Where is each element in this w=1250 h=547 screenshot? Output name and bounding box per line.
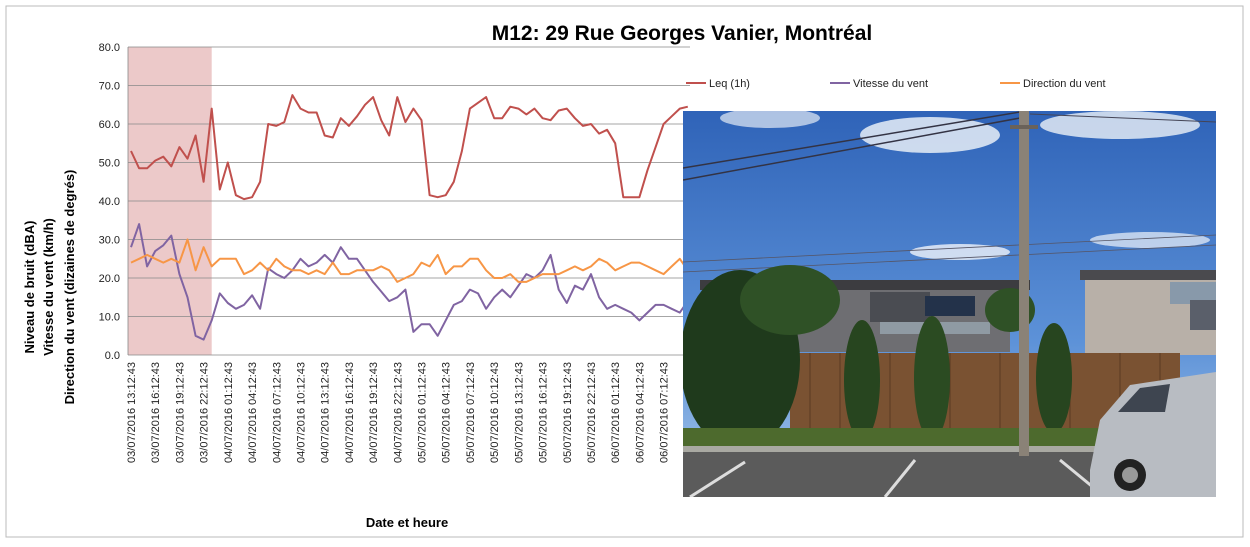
x-tick-label: 03/07/2016 19:12:43 [174,362,186,463]
axes: 0.0 10.0 20.0 30.0 40.0 50.0 60.0 70.0 80.0 03/07… [99,42,671,463]
x-tick-label: 04/07/2016 22:12:43 [392,362,404,463]
y-tick-label: 60.0 [99,119,120,131]
legend-label: Leq (1h) [709,78,750,90]
series-line [130,94,689,201]
y-tick-label: 80.0 [99,42,120,54]
x-tick-label: 05/07/2016 10:12:43 [489,362,501,463]
y-tick-label: 20.0 [99,273,120,285]
y-axis-label: Vitesse du vent (km/h) [41,218,56,356]
y-axis-label: Direction du vent (dizaines de degrés) [62,170,77,405]
series-lines [130,94,689,341]
y-axis-label: Niveau de bruit (dBA) [22,221,37,354]
x-tick-label: 06/07/2016 07:12:43 [659,362,671,463]
x-axis-label: Date et heure [366,515,448,530]
legend-label: Vitesse du vent [853,78,928,90]
legend: Leq (1h) Vitesse du vent Direction du vent [686,78,1106,90]
x-tick-label: 05/07/2016 04:12:43 [441,362,453,463]
x-tick-label: 05/07/2016 16:12:43 [538,362,550,463]
x-tick-label: 04/07/2016 01:12:43 [223,362,235,463]
x-tick-label: 04/07/2016 16:12:43 [344,362,356,463]
legend-label: Direction du vent [1023,78,1106,90]
y-tick-label: 0.0 [105,350,120,362]
x-tick-label: 03/07/2016 13:12:43 [126,362,138,463]
y-tick-label: 40.0 [99,196,120,208]
y-tick-label: 30.0 [99,235,120,247]
x-tick-label: 04/07/2016 13:12:43 [320,362,332,463]
x-tick-label: 04/07/2016 19:12:43 [368,362,380,463]
x-tick-label: 05/07/2016 01:12:43 [417,362,429,463]
photo [683,111,1216,497]
x-tick-label: 06/07/2016 04:12:43 [634,362,646,463]
y-tick-label: 10.0 [99,312,120,324]
grid [128,46,690,356]
chart-title: M12: 29 Rue Georges Vanier, Montréal [492,22,872,45]
y-tick-label: 70.0 [99,81,120,93]
series-line [130,223,689,341]
x-tick-label: 06/07/2016 01:12:43 [610,362,622,463]
x-tick-label: 04/07/2016 10:12:43 [295,362,307,463]
x-tick-label: 05/07/2016 13:12:43 [513,362,525,463]
x-tick-label: 04/07/2016 04:12:43 [247,362,259,463]
x-tick-label: 05/07/2016 07:12:43 [465,362,477,463]
x-tick-label: 04/07/2016 07:12:43 [271,362,283,463]
y-tick-label: 50.0 [99,158,120,170]
series-line [130,238,689,283]
x-tick-label: 05/07/2016 22:12:43 [586,362,598,463]
x-tick-label: 03/07/2016 16:12:43 [150,362,162,463]
x-tick-label: 03/07/2016 22:12:43 [199,362,211,463]
x-tick-label: 05/07/2016 19:12:43 [562,362,574,463]
